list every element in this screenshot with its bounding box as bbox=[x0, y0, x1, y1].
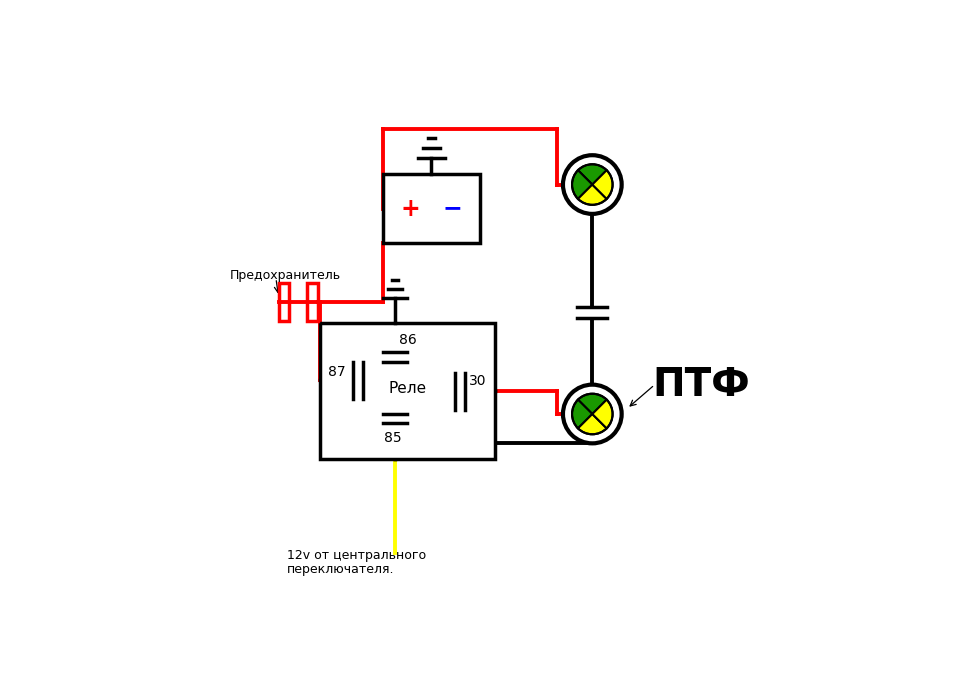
Text: Предохранитель: Предохранитель bbox=[229, 269, 341, 282]
Circle shape bbox=[563, 385, 622, 444]
Wedge shape bbox=[578, 414, 607, 435]
Wedge shape bbox=[572, 170, 592, 199]
Text: 86: 86 bbox=[399, 333, 418, 346]
Text: 85: 85 bbox=[384, 430, 401, 445]
Text: 87: 87 bbox=[328, 365, 346, 380]
Bar bbox=[383, 174, 480, 243]
Bar bbox=[278, 283, 289, 321]
Wedge shape bbox=[592, 400, 612, 428]
Wedge shape bbox=[578, 184, 607, 205]
Text: ПТФ: ПТФ bbox=[652, 366, 750, 403]
Bar bbox=[307, 283, 318, 321]
Circle shape bbox=[563, 155, 622, 214]
Wedge shape bbox=[578, 164, 607, 184]
Text: 12v от центрального: 12v от центрального bbox=[287, 549, 425, 562]
Wedge shape bbox=[578, 394, 607, 414]
Text: −: − bbox=[443, 197, 463, 220]
Text: +: + bbox=[400, 197, 420, 220]
Bar bbox=[320, 323, 495, 459]
Wedge shape bbox=[572, 400, 592, 428]
Text: 30: 30 bbox=[468, 374, 487, 387]
Text: Реле: Реле bbox=[389, 381, 426, 396]
Text: переключателя.: переключателя. bbox=[287, 563, 394, 577]
Wedge shape bbox=[592, 170, 612, 199]
